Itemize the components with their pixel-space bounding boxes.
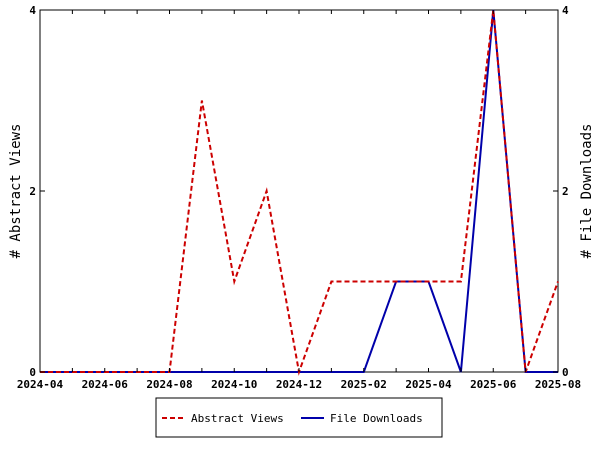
legend: Abstract Views File Downloads (155, 397, 443, 438)
series-line-file-downloads (40, 9, 558, 373)
legend-box (155, 397, 443, 438)
x-tick-label: 2024-06 (82, 378, 129, 391)
x-tick-label: 2024-10 (211, 378, 257, 391)
x-tick-label: 2025-04 (405, 378, 452, 391)
legend-label-abstract-views: Abstract Views (191, 412, 284, 425)
legend-label-file-downloads: File Downloads (330, 412, 423, 425)
y-tick-label-right: 0 (562, 366, 569, 379)
series-layer (40, 9, 559, 376)
series-line-abstract-views (40, 9, 559, 376)
y-axis-right-title: # File Downloads (579, 124, 595, 259)
y-tick-label-right: 4 (562, 4, 569, 17)
y-tick-label-right: 2 (562, 185, 569, 198)
x-tick-label: 2025-02 (341, 378, 387, 391)
y-axis-left-title: # Abstract Views (8, 124, 24, 259)
y-tick-label-left: 4 (29, 4, 36, 17)
y-tick-label-left: 0 (29, 366, 36, 379)
ticks-layer: 2024-04 2024-06 2024-08 2024-10 2024-12 2025-… (17, 4, 581, 391)
x-tick-label: 2024-04 (17, 378, 64, 391)
y-tick-label-left: 2 (29, 185, 36, 198)
x-tick-label: 2024-12 (276, 378, 322, 391)
plot-frame (39, 9, 559, 373)
x-tick-label: 2025-06 (470, 378, 517, 391)
x-tick-label: 2024-08 (146, 378, 192, 391)
x-tick-label: 2025-08 (535, 378, 581, 391)
